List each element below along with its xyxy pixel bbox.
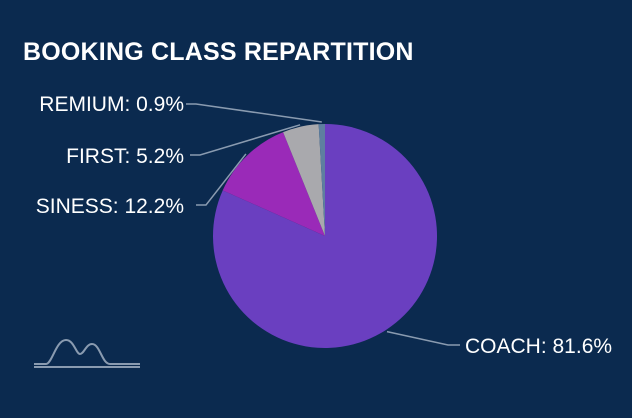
pie-slice-first bbox=[283, 124, 325, 236]
chart-title: BOOKING CLASS REPARTITION bbox=[23, 38, 414, 66]
slice-label-coach: COACH: 81.6% bbox=[465, 335, 612, 358]
pie-slice-business bbox=[222, 132, 325, 236]
slice-label-premium: REMIUM: 0.9% bbox=[39, 93, 184, 116]
slice-label-first: FIRST: 5.2% bbox=[66, 145, 184, 168]
leader-line-first bbox=[190, 124, 301, 156]
slice-label-business: SINESS: 12.2% bbox=[36, 195, 184, 218]
leader-line-business bbox=[196, 153, 247, 206]
leader-line-coach bbox=[386, 330, 460, 346]
pie-slice-premium bbox=[318, 124, 325, 236]
mountain-waves-logo-icon bbox=[34, 338, 140, 368]
pie-slice-coach bbox=[213, 124, 438, 348]
leader-line-premium bbox=[186, 103, 322, 123]
